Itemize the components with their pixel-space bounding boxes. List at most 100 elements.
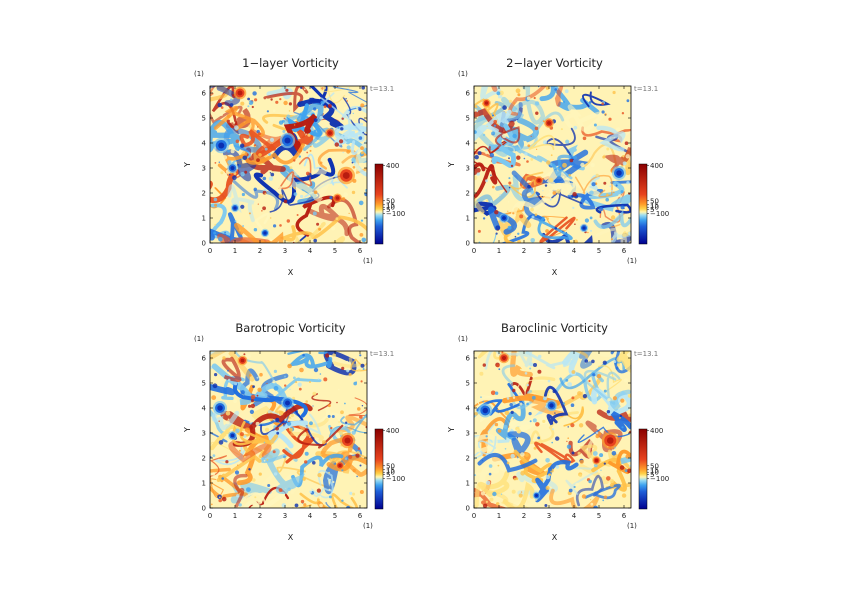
speckle: [302, 477, 306, 481]
speckle: [503, 424, 508, 429]
speckle: [545, 475, 551, 480]
speckle: [591, 182, 596, 187]
speckle: [485, 480, 491, 485]
panel-4: Baroclinic Vorticity 0 1 2 3 4 5 6 0 1 2 3 4 5 6 X Y (1) (…: [447, 321, 669, 542]
colorbar: [374, 428, 384, 510]
speckle: [510, 410, 514, 414]
speckle: [359, 415, 363, 419]
filament: [327, 198, 364, 243]
speckle: [533, 363, 537, 367]
filament: [563, 406, 584, 427]
speckle: [360, 380, 363, 383]
filament: [610, 410, 631, 432]
speckle: [357, 407, 361, 411]
speckle: [225, 403, 228, 405]
speckle: [313, 190, 318, 194]
speckle: [361, 237, 367, 243]
speckle: [359, 354, 362, 357]
speckle: [513, 102, 516, 105]
speckle: [320, 100, 325, 105]
speckle: [602, 155, 606, 159]
vortex-core: [335, 196, 340, 200]
speckle: [254, 496, 257, 499]
filament: [573, 351, 589, 359]
speckle: [611, 189, 613, 192]
speckle: [247, 105, 250, 108]
colorbar-label: 15: [650, 201, 659, 209]
speckle: [542, 140, 548, 145]
speckle: [479, 371, 484, 376]
speckle: [571, 370, 576, 374]
speckle: [515, 88, 521, 94]
y-tick-label: 1: [202, 480, 206, 488]
speckle: [273, 385, 279, 391]
speckle: [303, 88, 306, 91]
speckle: [238, 503, 242, 507]
colorbar-label: 10: [386, 204, 395, 212]
vortex-core: [582, 226, 586, 230]
speckle: [364, 192, 367, 197]
speckle: [521, 106, 524, 108]
speckle: [317, 378, 320, 380]
speckle: [550, 154, 553, 157]
speckle: [611, 451, 617, 456]
speckle: [345, 98, 347, 100]
speckle: [590, 502, 594, 506]
speckle: [243, 353, 246, 356]
vortex-core: [534, 493, 539, 498]
speckle: [499, 194, 502, 196]
speckle: [496, 364, 500, 368]
speckle: [580, 162, 585, 168]
speckle: [595, 434, 600, 439]
speckle: [624, 141, 629, 145]
speckle: [289, 186, 291, 189]
speckle: [299, 367, 304, 373]
filament: [529, 411, 579, 448]
speckle: [362, 131, 365, 134]
x-tick-label: 0: [472, 247, 476, 255]
speckle: [328, 471, 330, 474]
speckle: [331, 226, 336, 231]
y-axis-label: Y: [447, 427, 456, 433]
speckle: [589, 101, 592, 104]
speckle: [620, 190, 624, 194]
y-tick-label: 5: [466, 115, 470, 123]
filament: [210, 351, 255, 382]
speckle: [269, 137, 275, 142]
speckle: [240, 390, 245, 395]
speckle: [600, 469, 602, 471]
speckle: [284, 384, 287, 387]
speckle: [312, 405, 314, 407]
y-tick-label: 1: [466, 215, 470, 223]
speckle: [510, 164, 514, 168]
speckle: [359, 490, 364, 494]
colorbar-label: −100: [386, 475, 405, 483]
speckle: [606, 410, 611, 414]
speckle: [210, 463, 212, 466]
speckle: [287, 363, 292, 369]
speckle: [605, 193, 609, 197]
vortex-core: [501, 355, 507, 361]
x-tick-label: 1: [497, 247, 501, 255]
filament: [488, 126, 521, 154]
speckle: [264, 147, 268, 151]
speckle: [242, 225, 245, 227]
x-tick-label: 1: [233, 247, 237, 255]
speckle: [534, 213, 538, 217]
speckle: [509, 403, 513, 407]
speckle: [599, 473, 604, 477]
speckle: [621, 112, 625, 115]
speckle: [283, 100, 288, 106]
speckle: [545, 229, 549, 233]
speckle: [344, 402, 346, 405]
filament: [227, 184, 255, 223]
filament: [261, 448, 306, 495]
speckle: [313, 367, 319, 373]
filament: [552, 154, 578, 178]
speckle: [241, 192, 245, 197]
speckle: [309, 149, 312, 152]
speckle: [218, 498, 222, 503]
speckle: [477, 229, 481, 233]
speckle: [253, 228, 258, 232]
vortex-core: [616, 170, 622, 176]
